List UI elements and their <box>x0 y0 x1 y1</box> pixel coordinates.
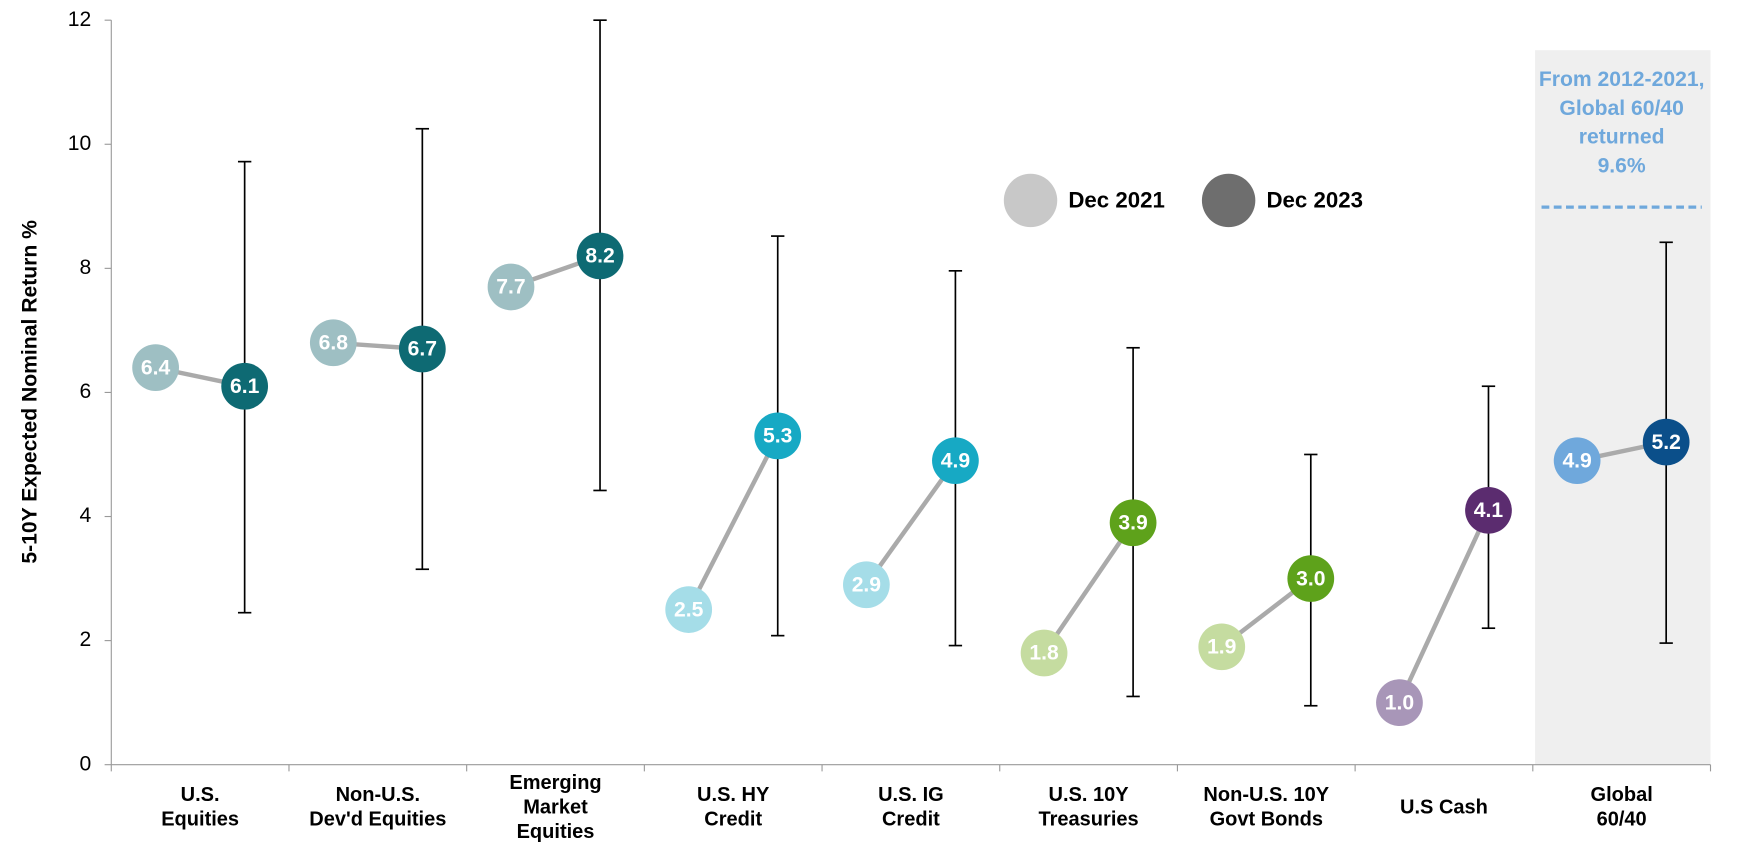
connector <box>1042 521 1135 655</box>
x-tick-label: U.S. 10Y <box>1049 784 1130 806</box>
value-label: 1.8 <box>1029 642 1059 665</box>
y-axis-title: 5-10Y Expected Nominal Return % <box>19 220 42 564</box>
y-tick-label: 10 <box>68 132 92 155</box>
point <box>665 586 713 633</box>
y-tick-label: 0 <box>80 752 92 775</box>
value-label: 1.9 <box>1207 636 1236 659</box>
point <box>1642 418 1690 466</box>
point <box>1020 629 1068 677</box>
x-tick-label: Dev'd Equities <box>309 809 446 831</box>
x-tick-label: Non-U.S. <box>336 784 421 806</box>
point <box>221 362 269 410</box>
point <box>754 412 802 460</box>
value-label: 6.1 <box>230 375 260 398</box>
x-tick-label: Global <box>1591 784 1653 806</box>
x-tick-label: 60/40 <box>1597 809 1647 831</box>
value-label: 2.5 <box>674 598 704 621</box>
point <box>932 437 979 485</box>
y-tick-label: 2 <box>80 628 92 651</box>
x-tick-label: U.S Cash <box>1400 796 1488 818</box>
value-label: 3.0 <box>1296 567 1325 590</box>
annotation: returned <box>1579 126 1665 149</box>
connector <box>1397 509 1491 704</box>
point <box>1109 499 1157 547</box>
x-tick-label: Emerging <box>509 772 601 794</box>
x-tick-label: U.S. IG <box>878 784 944 806</box>
x-tick-label: Equities <box>517 821 595 843</box>
value-label: 5.3 <box>763 425 792 448</box>
legend-swatch <box>1003 173 1058 228</box>
point <box>309 319 357 367</box>
x-tick-label: Market <box>523 796 588 818</box>
value-label: 6.8 <box>319 331 349 354</box>
annotation: 9.6% <box>1598 155 1646 178</box>
legend-label: Dec 2021 <box>1068 187 1165 212</box>
y-tick-label: 12 <box>68 8 92 31</box>
point <box>1198 623 1246 671</box>
value-label: 7.7 <box>496 276 525 299</box>
value-label: 4.1 <box>1474 499 1504 522</box>
value-label: 8.2 <box>585 245 614 268</box>
point <box>398 325 446 373</box>
annotation: Global 60/40 <box>1559 97 1683 120</box>
value-label: 6.4 <box>141 356 171 379</box>
connector <box>686 434 780 611</box>
value-label: 4.9 <box>1562 449 1591 472</box>
value-label: 3.9 <box>1118 511 1147 534</box>
x-tick-label: Equities <box>161 809 239 831</box>
value-label: 1.0 <box>1385 691 1414 714</box>
point <box>1287 555 1335 602</box>
point <box>487 263 535 311</box>
point <box>1465 486 1512 534</box>
value-label: 2.9 <box>852 573 881 596</box>
x-tick-label: U.S. HY <box>697 784 770 806</box>
x-tick-label: Govt Bonds <box>1210 809 1323 831</box>
y-tick-label: 4 <box>80 504 92 527</box>
point <box>843 561 890 609</box>
y-tick-label: 8 <box>80 256 92 279</box>
point <box>576 232 624 280</box>
annotation: From 2012-2021, <box>1539 68 1705 91</box>
value-label: 6.7 <box>408 338 437 361</box>
highlight-band <box>1535 50 1711 765</box>
legend-swatch <box>1201 173 1256 228</box>
x-tick-label: Credit <box>704 809 762 831</box>
value-label: 4.9 <box>941 449 970 472</box>
x-tick-label: Treasuries <box>1039 809 1139 831</box>
y-tick-label: 6 <box>80 380 92 403</box>
connector <box>864 459 958 587</box>
point <box>132 344 179 391</box>
x-tick-label: U.S. <box>181 784 220 806</box>
legend-label: Dec 2023 <box>1266 187 1363 212</box>
point <box>1553 437 1601 485</box>
value-label: 5.2 <box>1651 431 1680 454</box>
x-tick-label: Credit <box>882 809 940 831</box>
x-tick-label: Non-U.S. 10Y <box>1203 784 1329 806</box>
point <box>1376 679 1423 727</box>
